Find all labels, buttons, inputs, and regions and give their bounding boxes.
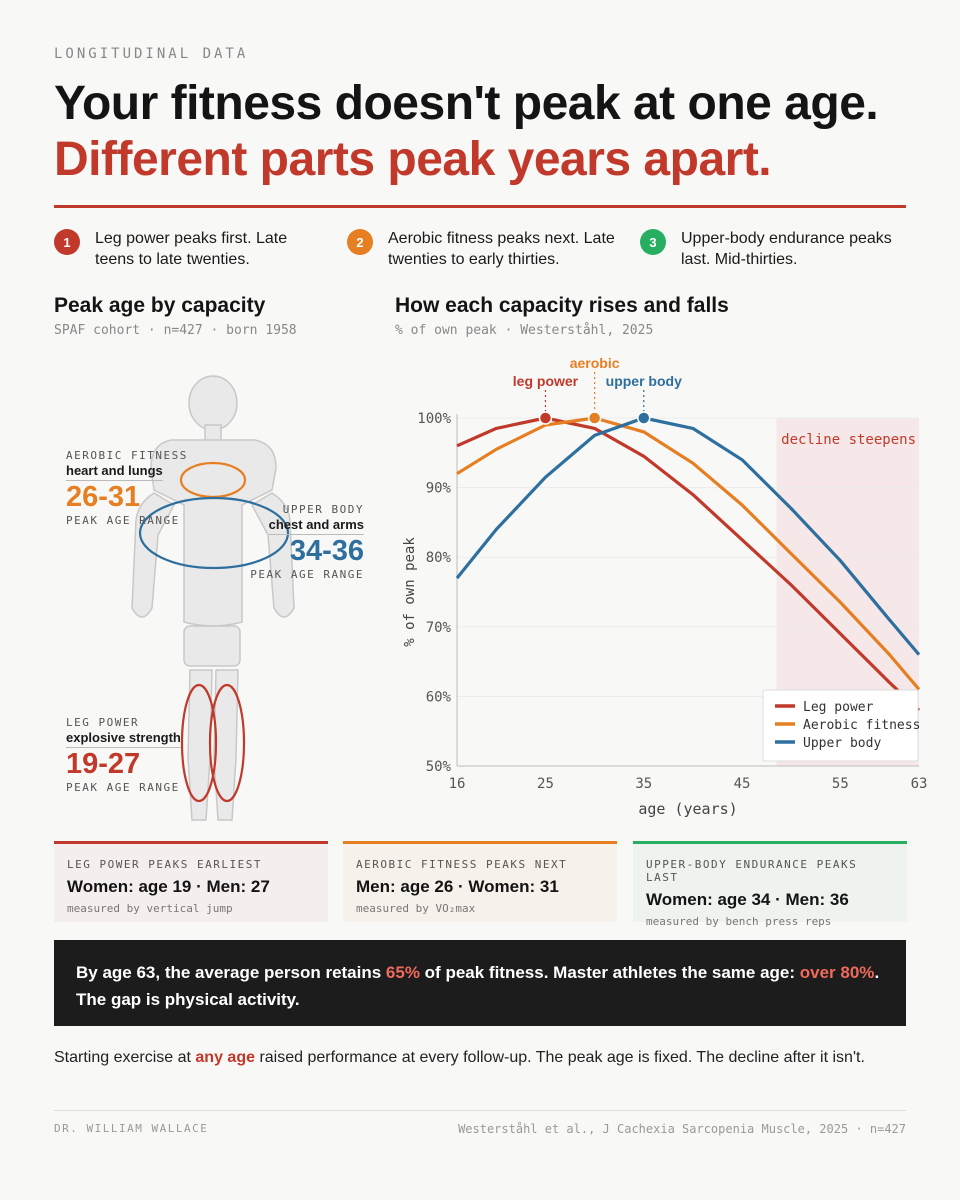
card-upper-body-value: Women: age 34 · Men: 36 bbox=[646, 890, 849, 909]
upper-body-ring bbox=[138, 496, 290, 570]
figure-right-leg bbox=[213, 669, 239, 821]
headline: Your fitness doesn't peak at one age. Di… bbox=[54, 76, 934, 188]
point-text-1: Leg power peaks first. Late teens to lat… bbox=[95, 230, 288, 268]
aerobic-unit: PEAK AGE RANGE bbox=[66, 514, 180, 527]
card-leg-power: LEG POWER PEAKS EARLIEST Women: age 19 ·… bbox=[54, 841, 328, 922]
figure-left-leg bbox=[187, 669, 213, 821]
leg-ring-right bbox=[208, 683, 246, 803]
key-point-2: 2 Aerobic fitness peaks next. Late twent… bbox=[347, 228, 617, 270]
y-tick-label: 80% bbox=[426, 550, 452, 566]
x-tick-label: 45 bbox=[734, 776, 751, 792]
card-leg-power-value: Women: age 19 · Men: 27 bbox=[67, 877, 270, 896]
peak-label-aerobic-fitness: aerobic bbox=[570, 355, 620, 371]
closing-text-2: raised performance at every follow-up. T… bbox=[255, 1049, 865, 1066]
legend-label-aerobic-fitness: Aerobic fitness bbox=[803, 718, 920, 733]
closing-highlight: any age bbox=[195, 1049, 255, 1066]
x-tick-label: 16 bbox=[449, 776, 466, 792]
body-figure bbox=[131, 375, 295, 821]
upper-body-desc: chest and arms bbox=[268, 517, 364, 535]
figure-head bbox=[188, 375, 238, 431]
footer-rule bbox=[54, 1110, 906, 1111]
legend-label-leg-power: Leg power bbox=[803, 700, 874, 715]
series-line-aerobic-fitness bbox=[456, 416, 921, 691]
headline-rule bbox=[54, 205, 906, 208]
capacity-line-chart: decline steepens 50% 60% 70% 80% 90% 100% 16 25 3… bbox=[402, 355, 928, 818]
x-tick-label: 25 bbox=[537, 776, 554, 792]
key-point-1: 1 Leg power peaks first. Late teens to l… bbox=[54, 228, 324, 270]
callout-highlight-1: 65% bbox=[385, 963, 420, 982]
aerobic-range: 26-31 bbox=[66, 481, 141, 513]
aerobic-label-group: AEROBIC FITNESS heart and lungs 26-31 PE… bbox=[66, 449, 188, 527]
peak-marker-leg-power bbox=[538, 411, 553, 425]
closing-text: Starting exercise at any age raised perf… bbox=[54, 1045, 906, 1070]
upper-body-range: 34-36 bbox=[289, 535, 364, 567]
upper-body-label-group: UPPER BODY chest and arms 34-36 PEAK AGE… bbox=[250, 503, 364, 581]
peak-marker-aerobic-fitness bbox=[587, 411, 602, 425]
card-upper-body: UPPER-BODY ENDURANCE PEAKS LAST Women: a… bbox=[633, 841, 907, 928]
callout-highlight-2: over 80% bbox=[799, 963, 875, 982]
decline-region-label: decline steepens bbox=[781, 432, 916, 448]
figure-neck bbox=[204, 424, 222, 442]
card-aerobic: AEROBIC FITNESS PEAKS NEXT Men: age 26 ·… bbox=[343, 841, 617, 922]
card-aerobic-title: AEROBIC FITNESS PEAKS NEXT bbox=[356, 858, 568, 871]
peak-label-leg-power: leg power bbox=[513, 373, 579, 389]
x-tick-label: 55 bbox=[832, 776, 849, 792]
card-aerobic-meta: measured by VO₂max bbox=[356, 902, 476, 915]
headline-line-2: Different parts peak years apart. bbox=[54, 133, 772, 186]
card-aerobic-value: Men: age 26 · Women: 31 bbox=[356, 877, 559, 896]
x-tick-label: 35 bbox=[635, 776, 652, 792]
eyebrow: LONGITUDINAL DATA bbox=[54, 46, 249, 62]
peak-label-upper-body: upper body bbox=[606, 373, 682, 389]
y-tick-label: 90% bbox=[426, 481, 452, 497]
leg-power-unit: PEAK AGE RANGE bbox=[66, 781, 180, 794]
leg-power-desc: explosive strength bbox=[66, 730, 181, 748]
figure-hips bbox=[183, 625, 241, 667]
series-line-leg-power bbox=[456, 416, 921, 712]
leg-power-label: LEG POWER bbox=[66, 716, 140, 729]
callout-text-3: . The gap is physical activity. bbox=[76, 963, 880, 1009]
card-leg-power-meta: measured by vertical jump bbox=[67, 902, 233, 915]
closing-text-1: Starting exercise at bbox=[54, 1049, 196, 1066]
callout-box: By age 63, the average person retains 65… bbox=[54, 940, 906, 1026]
aerobic-label: AEROBIC FITNESS bbox=[66, 449, 188, 462]
legend-label-upper-body: Upper body bbox=[803, 736, 881, 751]
upper-body-label: UPPER BODY bbox=[282, 503, 364, 516]
aerobic-desc: heart and lungs bbox=[66, 463, 163, 481]
y-tick-label: 50% bbox=[426, 759, 452, 775]
leg-power-label-group: LEG POWER explosive strength 19-27 PEAK … bbox=[66, 716, 181, 794]
key-point-3: 3 Upper-body endurance peaks last. Mid-t… bbox=[640, 228, 910, 270]
legend-box bbox=[762, 689, 919, 762]
point-text-2: Aerobic fitness peaks next. Late twentie… bbox=[388, 230, 615, 268]
card-upper-body-meta: measured by bench press reps bbox=[646, 915, 832, 928]
y-tick-label: 70% bbox=[426, 620, 452, 636]
y-axis-title: % of own peak bbox=[402, 537, 418, 647]
point-badge-2: 2 bbox=[347, 229, 373, 255]
upper-body-unit: PEAK AGE RANGE bbox=[250, 568, 364, 581]
headline-line-1: Your fitness doesn't peak at one age. bbox=[54, 77, 879, 130]
card-upper-body-title: UPPER-BODY ENDURANCE PEAKS LAST bbox=[646, 858, 858, 884]
left-panel-title: Peak age by capacity bbox=[54, 294, 266, 317]
callout-text-2: of peak fitness. Master athletes the sam… bbox=[419, 963, 800, 982]
right-panel-subtitle: % of own peak · Westerståhl, 2025 bbox=[395, 323, 654, 338]
right-panel-title: How each capacity rises and falls bbox=[395, 294, 729, 317]
x-tick-label: 63 bbox=[911, 776, 928, 792]
footer-author: DR. WILLIAM WALLACE bbox=[54, 1122, 209, 1135]
peak-marker-upper-body bbox=[637, 411, 651, 425]
y-tick-label: 100% bbox=[417, 411, 451, 427]
footer-citation: Westerståhl et al., J Cachexia Sarcopeni… bbox=[458, 1122, 906, 1136]
left-panel-subtitle: SPAF cohort · n=427 · born 1958 bbox=[54, 323, 297, 338]
point-badge-1: 1 bbox=[54, 229, 80, 255]
callout-text-1: By age 63, the average person retains bbox=[76, 963, 386, 982]
x-axis-title: age (years) bbox=[638, 800, 737, 818]
leg-ring-left bbox=[180, 683, 218, 803]
point-badge-3: 3 bbox=[640, 229, 666, 255]
y-tick-label: 60% bbox=[426, 689, 452, 705]
series-line-upper-body bbox=[455, 416, 921, 656]
leg-power-range: 19-27 bbox=[66, 748, 141, 780]
point-text-3: Upper-body endurance peaks last. Mid-thi… bbox=[681, 230, 892, 268]
card-leg-power-title: LEG POWER PEAKS EARLIEST bbox=[67, 858, 262, 871]
